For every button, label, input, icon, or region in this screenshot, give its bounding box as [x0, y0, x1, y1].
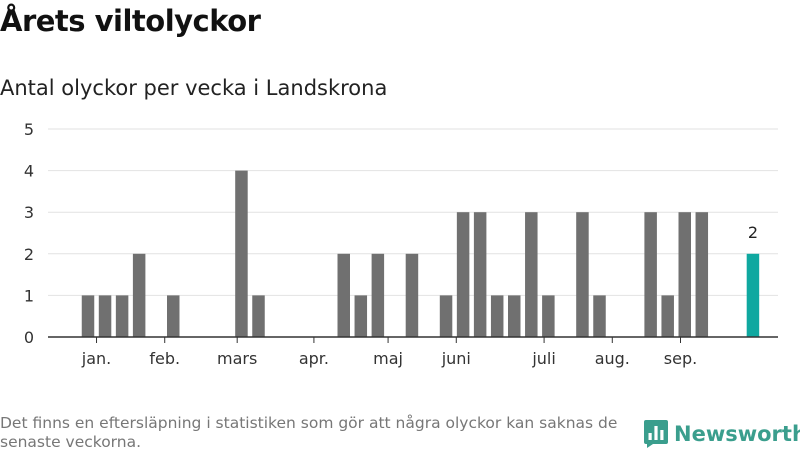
chart-subtitle: Antal olyckor per vecka i Landskrona [0, 76, 388, 100]
bar [456, 212, 470, 337]
bar [644, 212, 657, 337]
y-tick-label: 0 [24, 328, 34, 347]
bar [167, 295, 180, 337]
x-tick-label: mars [217, 349, 257, 368]
y-tick-label: 4 [24, 162, 34, 181]
chart-title: Årets viltolyckor [0, 4, 261, 38]
data-label: 2 [748, 223, 758, 242]
x-tick-label: maj [373, 349, 403, 368]
x-tick-label: juli [531, 349, 555, 368]
bar [132, 253, 146, 337]
y-tick-label: 1 [24, 286, 34, 305]
bar [661, 295, 674, 337]
x-tick-label: aug. [595, 349, 630, 368]
footnote: Det finns en eftersläpning i statistiken… [0, 414, 618, 451]
bar [746, 253, 760, 337]
bar [354, 295, 368, 337]
bar [576, 212, 589, 337]
y-tick-label: 3 [24, 203, 34, 222]
bar [98, 295, 112, 337]
bar [252, 295, 265, 337]
x-tick-label: feb. [149, 349, 180, 368]
brand-name: Newsworthy [674, 422, 800, 446]
x-tick-label: jan. [81, 349, 111, 368]
brand-logo: Newsworthy [644, 419, 800, 449]
bar [695, 212, 709, 337]
bar [115, 295, 129, 337]
bar [525, 212, 538, 337]
bar [371, 253, 385, 337]
bar [490, 295, 504, 337]
bar [235, 170, 248, 337]
x-tick-label: juni [441, 349, 471, 368]
x-tick-label: sep. [664, 349, 697, 368]
bar-chart: 0 1 2 3 4 5 2 jan. feb. mars apr. maj juni juli aug. se… [24, 120, 778, 368]
y-tick-label: 5 [24, 120, 34, 139]
bar [508, 295, 521, 337]
bar [473, 212, 487, 337]
bar [81, 295, 95, 337]
bar [542, 295, 555, 337]
x-tick-label: apr. [299, 349, 329, 368]
bar-chart-logo-icon [644, 420, 668, 448]
bar [337, 253, 350, 337]
bar [593, 295, 606, 337]
bar [678, 212, 691, 337]
y-tick-label: 2 [24, 245, 34, 264]
bar [405, 253, 419, 337]
bar [439, 295, 453, 337]
